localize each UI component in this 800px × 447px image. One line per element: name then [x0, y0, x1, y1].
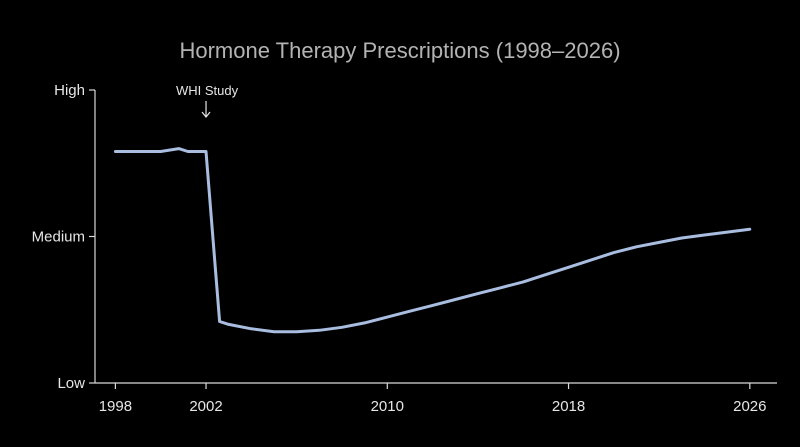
y-tick-label: High — [54, 82, 85, 99]
chart-title: Hormone Therapy Prescriptions (1998–2026… — [179, 38, 620, 63]
annotations: WHI Study — [176, 83, 239, 118]
x-tick-label: 1998 — [99, 398, 132, 415]
annotation-label: WHI Study — [176, 83, 239, 98]
y-axis-ticks: Low Medium High — [32, 82, 95, 392]
x-axis-ticks: 1998 2002 2010 2018 2026 — [99, 383, 766, 415]
x-tick-label: 2018 — [552, 398, 585, 415]
x-tick-label: 2026 — [733, 398, 766, 415]
x-tick-label: 2002 — [189, 398, 222, 415]
series-line — [113, 147, 752, 334]
x-tick-label: 2010 — [371, 398, 404, 415]
y-tick-label: Medium — [32, 229, 85, 246]
annotation-arrow-icon — [201, 101, 211, 118]
y-tick-label: Low — [57, 375, 85, 392]
